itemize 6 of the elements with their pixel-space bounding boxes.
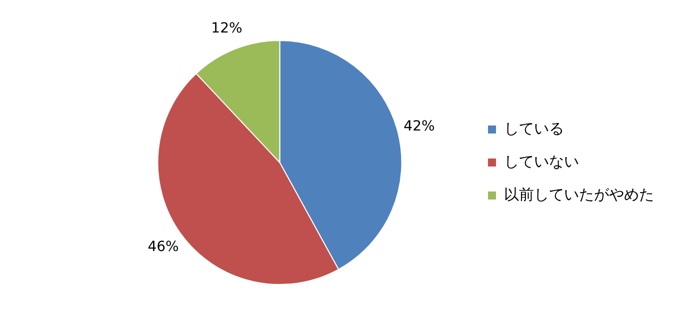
data-label: 46% — [148, 238, 179, 255]
legend-label: している — [504, 119, 564, 138]
data-label: 12% — [211, 20, 242, 36]
legend-label: していない — [504, 152, 579, 170]
legend-label: 以前していたがやめた — [504, 185, 654, 204]
data-label: 42% — [404, 118, 435, 134]
